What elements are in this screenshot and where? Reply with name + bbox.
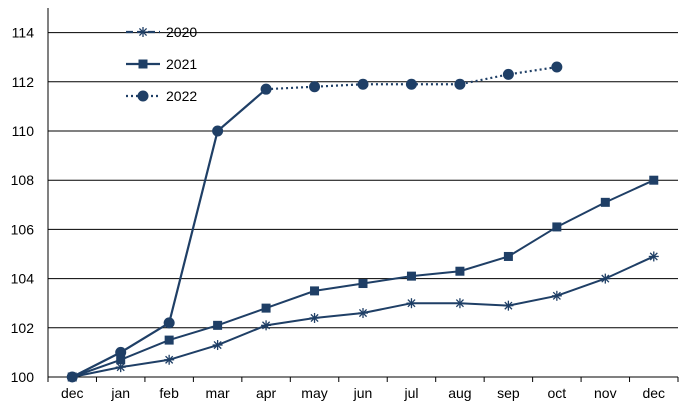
data-point-2020-dec (648, 251, 659, 262)
x-tick-label: nov (594, 385, 617, 401)
data-point-2022-oct (551, 61, 563, 73)
x-tick-label: aug (448, 385, 471, 401)
x-tick-label: dec (61, 385, 84, 401)
x-tick-label: apr (256, 385, 277, 401)
axes: 100 102 104 106 108 110 112 114 dec jan feb mar apr m… (11, 8, 679, 401)
data-point-2020-mar (212, 340, 223, 351)
x-tick-label: may (301, 385, 327, 401)
x-tick-label: jul (403, 385, 418, 401)
x-tick-label: oct (548, 385, 567, 401)
data-point-2022-feb (163, 317, 175, 329)
legend-entry-2021: 2021 (126, 56, 197, 72)
x-tick-label: sep (497, 385, 520, 401)
data-point-2022-may (309, 81, 321, 93)
data-point-2022-dec (66, 371, 78, 383)
x-tick-label: dec (642, 385, 665, 401)
data-point-2020-apr (261, 320, 272, 331)
legend-marker-2021 (138, 59, 148, 69)
data-point-2022-jul (405, 78, 417, 90)
series-group (66, 61, 659, 383)
data-point-2022-apr (260, 83, 272, 95)
series-2022 (66, 61, 563, 383)
legend-label-2021: 2021 (166, 56, 197, 72)
legend: 2020 2021 2022 (126, 24, 197, 104)
data-point-2020-sep (503, 300, 514, 311)
data-point-2020-jan (115, 362, 126, 373)
data-point-2021-nov (600, 197, 610, 207)
data-point-2020-nov (600, 273, 611, 284)
data-point-2022-jan (115, 346, 127, 358)
data-point-2022-sep (502, 68, 514, 80)
legend-entry-2022: 2022 (126, 88, 197, 104)
legend-label-2022: 2022 (166, 88, 197, 104)
data-point-2020-oct (551, 290, 562, 301)
data-point-2021-mar (213, 320, 223, 330)
data-point-2020-aug (454, 298, 465, 309)
y-tick-label: 112 (12, 74, 35, 90)
data-point-2022-aug (454, 78, 466, 90)
data-point-2021-jun (358, 279, 368, 289)
data-point-2021-sep (503, 251, 513, 261)
data-point-2021-jan (116, 355, 126, 365)
x-tick-label: feb (159, 385, 179, 401)
data-point-2020-may (309, 312, 320, 323)
data-point-2021-aug (455, 266, 465, 276)
data-point-2021-apr (261, 303, 271, 313)
data-point-2020-feb (164, 354, 175, 365)
y-tick-label: 110 (12, 123, 35, 139)
data-point-2021-oct (552, 222, 562, 232)
data-point-2021-dec (649, 175, 659, 185)
y-tick-label: 100 (11, 369, 35, 385)
x-tick-label: jun (353, 385, 373, 401)
y-tick-label: 102 (11, 320, 35, 336)
y-tick-label: 108 (11, 172, 35, 188)
legend-marker-2022 (137, 90, 149, 102)
data-point-2021-feb (164, 335, 174, 345)
series-line-2022 (71, 88, 267, 378)
legend-label-2020: 2020 (166, 24, 197, 40)
y-tick-label: 106 (11, 221, 35, 237)
data-point-2022-mar (212, 125, 224, 137)
data-point-2021-may (310, 286, 320, 296)
data-point-2022-jun (357, 78, 369, 90)
x-tick-label: mar (206, 385, 230, 401)
series-2020 (67, 251, 659, 382)
x-tick-label: jan (110, 385, 130, 401)
legend-entry-2020: 2020 (126, 24, 197, 40)
y-tick-label: 114 (12, 25, 35, 41)
data-point-2020-jun (358, 308, 368, 319)
data-point-2021-jul (406, 271, 416, 281)
data-point-2020-jul (406, 298, 417, 309)
legend-marker-2020 (138, 27, 148, 37)
y-tick-label: 104 (11, 271, 35, 287)
